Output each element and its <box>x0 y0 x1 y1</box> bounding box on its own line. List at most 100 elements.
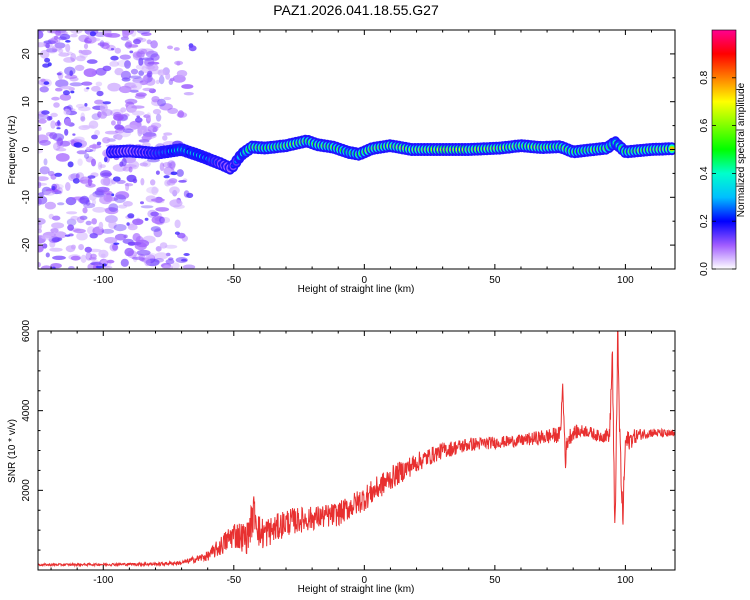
noise-blob <box>55 30 61 37</box>
noise-blob <box>153 200 165 204</box>
noise-blob <box>157 98 166 107</box>
noise-blob <box>104 33 113 38</box>
noise-blob <box>39 139 51 146</box>
noise-blob <box>176 169 184 177</box>
noise-blob <box>181 235 188 242</box>
noise-spot <box>127 241 136 246</box>
spectrogram-x-axis-label: Height of straight line (km) <box>298 284 415 295</box>
noise-spot <box>63 90 70 96</box>
noise-blob <box>124 60 131 69</box>
noise-blob <box>174 60 184 66</box>
noise-blob <box>48 213 54 220</box>
noise-blob <box>151 186 159 196</box>
noise-blob <box>173 47 180 51</box>
noise-blob <box>78 125 90 131</box>
noise-blob <box>70 255 81 261</box>
noise-blob <box>130 68 139 75</box>
noise-blob <box>146 70 153 78</box>
noise-spot <box>136 115 140 119</box>
noise-blob <box>79 215 88 220</box>
noise-spot <box>111 193 115 197</box>
noise-blob <box>50 120 56 129</box>
noise-spot <box>129 50 134 54</box>
noise-blob <box>80 49 92 55</box>
noise-spot <box>87 175 96 179</box>
snr-frame <box>37 330 676 571</box>
noise-blob <box>84 246 93 253</box>
y-tick-label: 20 <box>21 48 32 60</box>
noise-blob <box>59 85 73 90</box>
noise-blob <box>74 64 85 71</box>
spectrogram-x-ticks: -100 -50 0 50 100 <box>50 30 653 286</box>
noise-blob <box>49 240 56 248</box>
noise-blob <box>159 216 165 224</box>
noise-blob <box>146 186 160 194</box>
noise-blob <box>159 242 168 249</box>
noise-blob <box>84 153 90 159</box>
noise-blob <box>163 132 173 136</box>
noise-blob <box>77 158 83 166</box>
noise-blob <box>115 124 121 129</box>
noise-blob <box>65 43 71 53</box>
x-tick-label: -100 <box>93 275 113 286</box>
noise-blob <box>54 231 67 239</box>
noise-blob <box>85 156 94 163</box>
noise-blob <box>70 30 83 35</box>
colorbar-ticks: 0.0 0.2 0.4 0.6 0.8 <box>699 70 736 276</box>
noise-spot <box>72 178 80 184</box>
noise-blob <box>55 87 63 92</box>
figure-title: PAZ1.2026.041.18.55.G27 <box>273 2 439 18</box>
colorbar-tick-label: 0.0 <box>699 262 710 276</box>
colorbar-gradient <box>711 29 737 270</box>
noise-blob <box>38 176 49 181</box>
noise-blob <box>104 190 113 196</box>
noise-blob <box>158 75 165 85</box>
noise-blob <box>97 42 109 47</box>
noise-blob <box>58 52 70 57</box>
noise-spot <box>91 134 98 140</box>
noise-blob <box>106 259 115 264</box>
noise-blob <box>38 181 42 189</box>
noise-blob <box>81 81 93 86</box>
noise-blob <box>75 55 86 62</box>
noise-blob <box>147 125 159 133</box>
noise-spot <box>102 101 112 105</box>
noise-spot <box>119 161 124 167</box>
noise-blob <box>140 48 154 55</box>
noise-blob <box>76 231 88 241</box>
noise-spot <box>113 242 120 245</box>
noise-blob <box>155 79 160 85</box>
noise-blob <box>41 235 52 240</box>
spectrogram-y-axis-label: Frequency (Hz) <box>7 116 18 185</box>
noise-blob <box>136 50 146 58</box>
noise-blob <box>146 50 158 58</box>
noise-blob <box>112 243 118 251</box>
y-tick-label: 0 <box>21 146 32 152</box>
noise-blob <box>104 130 119 135</box>
x-tick-label: -100 <box>93 575 113 586</box>
y-tick-label: 6000 <box>21 319 32 342</box>
noise-blob <box>103 194 113 203</box>
noise-blob <box>70 33 78 38</box>
noise-spot <box>45 42 50 49</box>
noise-blob <box>127 250 138 259</box>
noise-spot <box>110 48 115 51</box>
noise-blob <box>121 30 134 36</box>
noise-blob <box>129 75 142 79</box>
noise-blob <box>145 65 156 70</box>
noise-blob <box>88 120 99 129</box>
spectrogram-image <box>38 30 675 269</box>
noise-blob <box>129 89 139 93</box>
noise-spot <box>101 263 107 267</box>
noise-blob <box>38 192 45 197</box>
noise-blob <box>169 199 183 208</box>
noise-blob <box>137 125 147 135</box>
noise-blob <box>38 228 42 234</box>
noise-blob <box>159 162 165 171</box>
noise-blob <box>73 228 86 234</box>
noise-blob <box>172 262 180 269</box>
colorbar: 0.0 0.2 0.4 0.6 0.8 Normalized spectral ampl… <box>699 29 747 276</box>
noise-blob <box>142 160 151 168</box>
noise-blob <box>98 221 104 230</box>
noise-blob <box>152 108 162 115</box>
